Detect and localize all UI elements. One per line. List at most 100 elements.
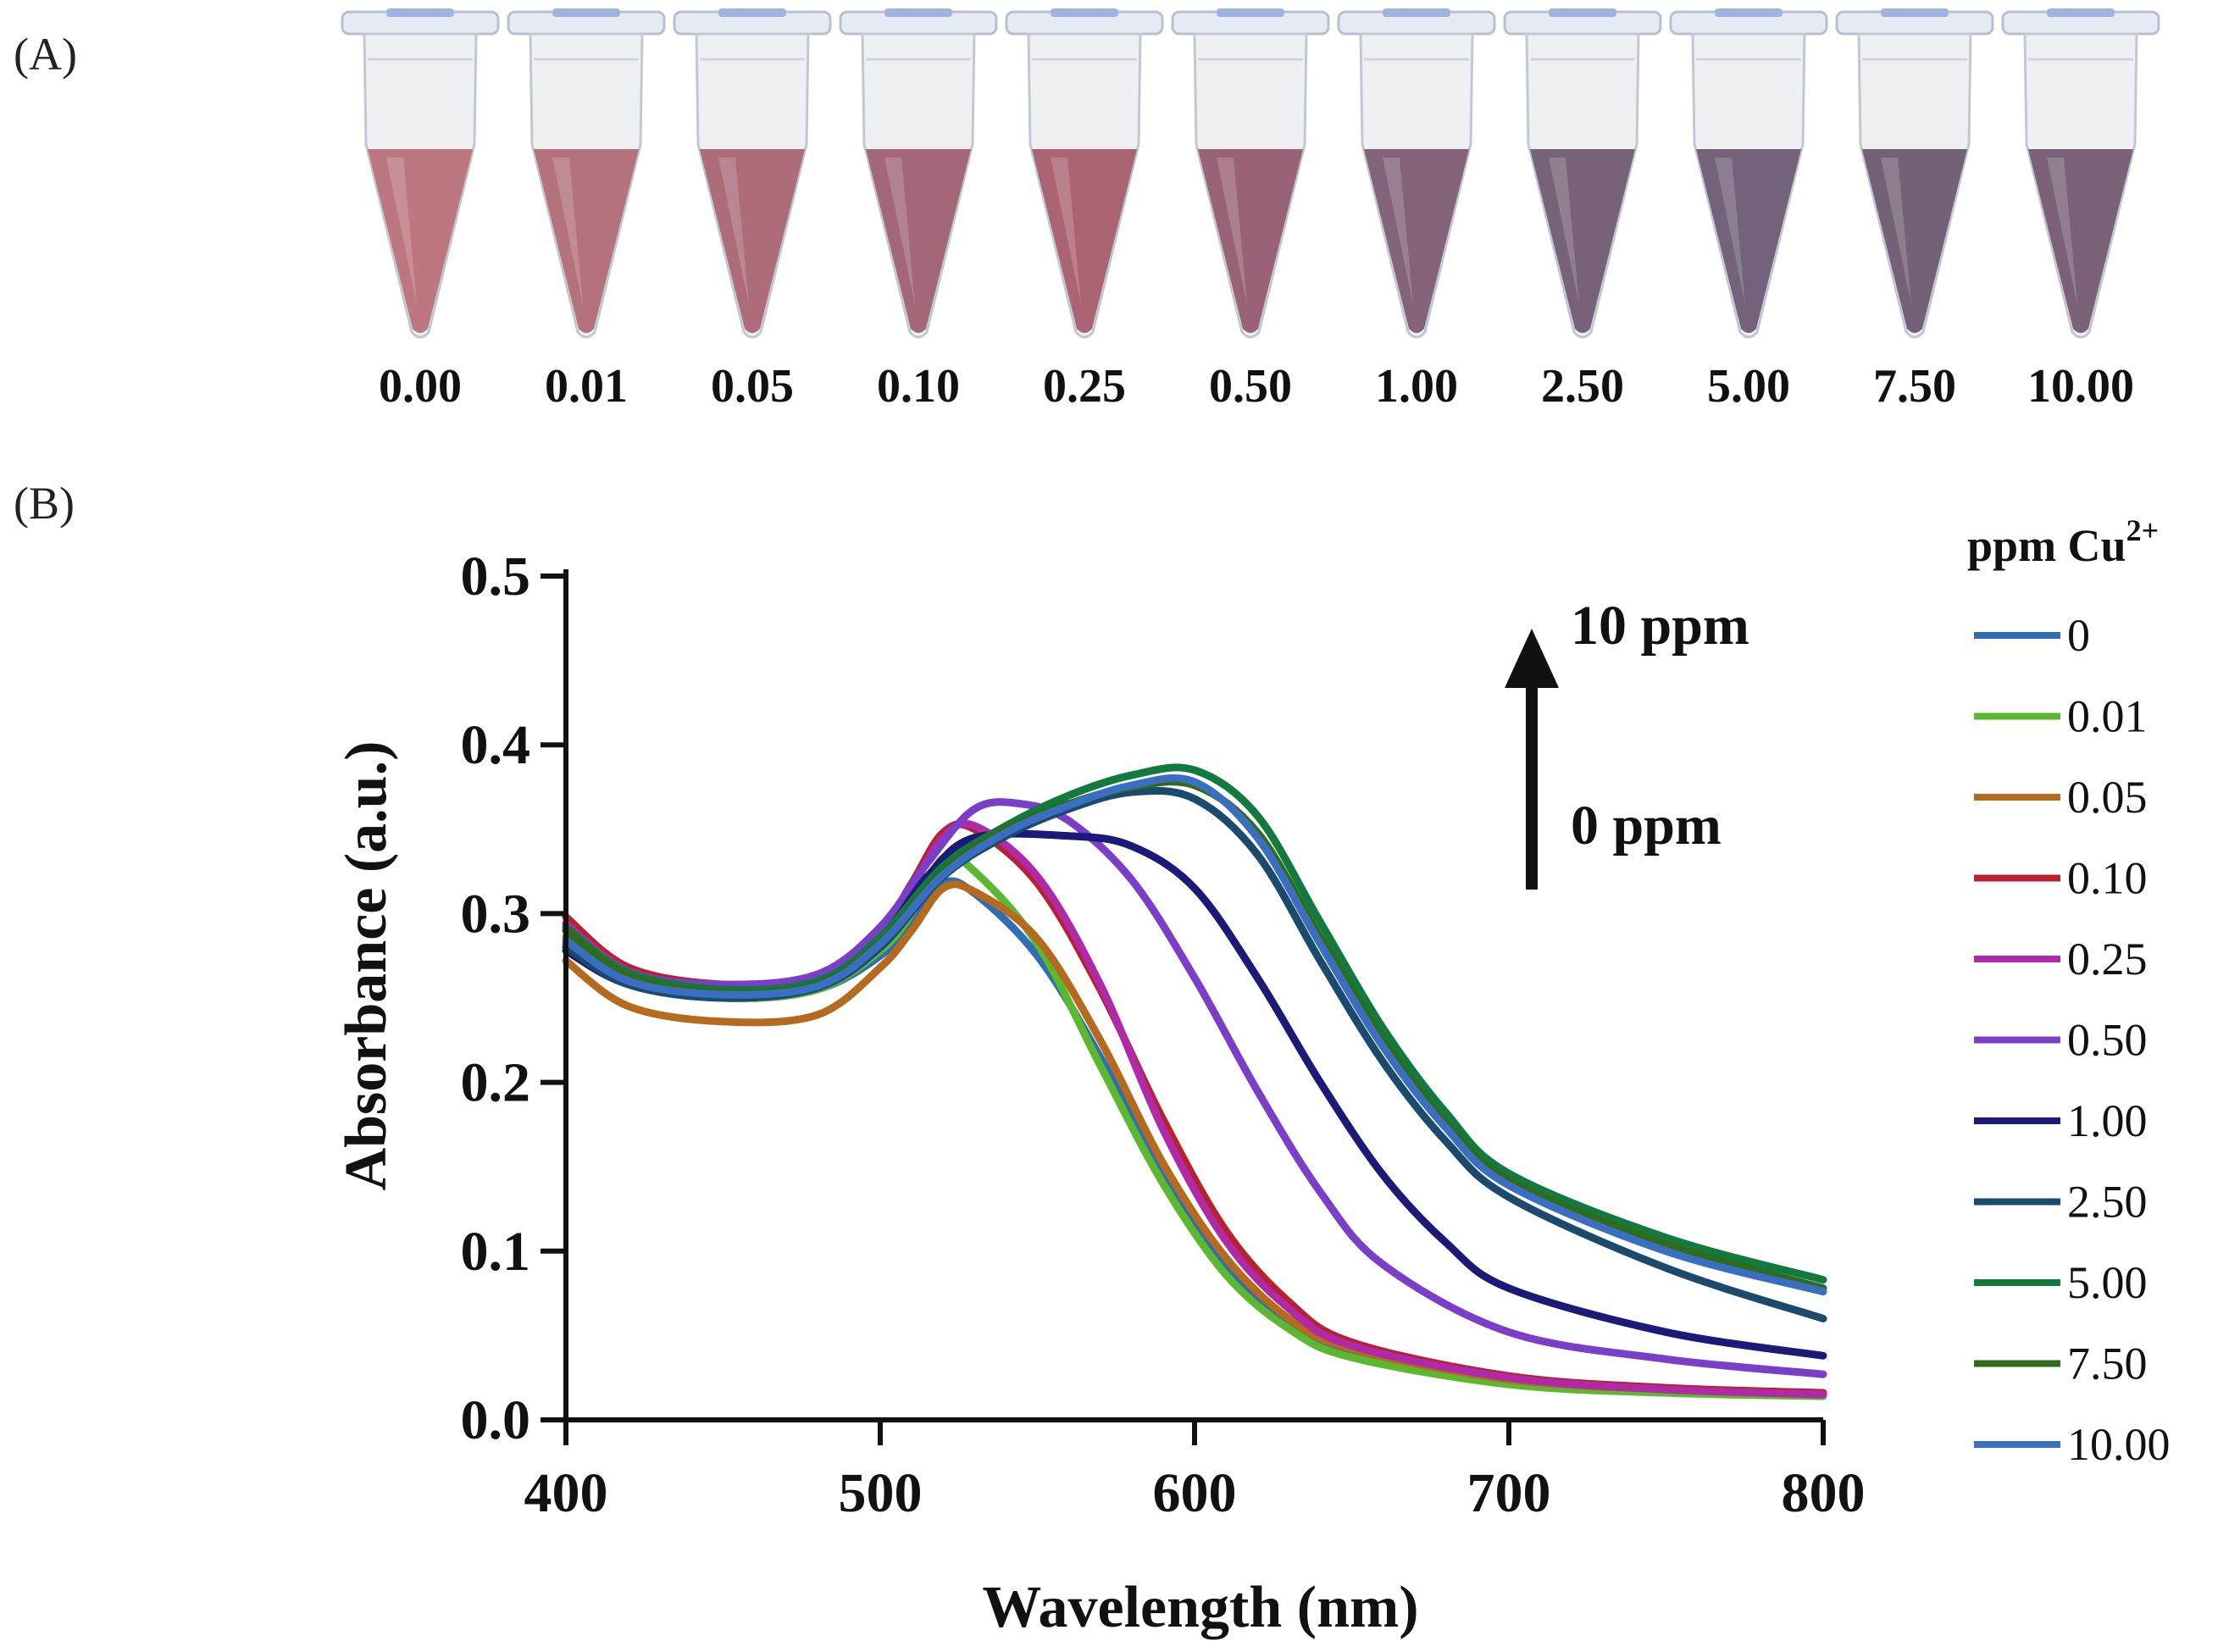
tube-cap-hinge bbox=[386, 8, 454, 17]
y-tick-label: 0.1 bbox=[461, 1221, 531, 1283]
x-axis-title: Wavelength (nm) bbox=[982, 1575, 1418, 1640]
legend-item: 10.00 bbox=[1974, 1419, 2171, 1470]
x-tick-label: 700 bbox=[1467, 1462, 1551, 1524]
legend-label: 1.00 bbox=[2067, 1095, 2148, 1146]
tube-liquid bbox=[866, 149, 971, 333]
tube: 0.10 bbox=[839, 8, 998, 413]
x-tick-label: 800 bbox=[1782, 1462, 1866, 1524]
legend-title-main: ppm Cu bbox=[1967, 520, 2126, 571]
tube-cap-hinge bbox=[1881, 8, 1949, 17]
y-tick-label: 0.0 bbox=[461, 1389, 531, 1451]
series-line bbox=[562, 877, 1827, 1397]
legend-item: 0.05 bbox=[1974, 772, 2148, 823]
tube-photo-row: 0.00 0.01 0.05 0.10 0.25 0.50 1.00 2.50 5.00 7.50… bbox=[341, 8, 2160, 413]
tube: 0.00 bbox=[341, 8, 500, 413]
series-line bbox=[562, 829, 1827, 1360]
legend-label: 0.05 bbox=[2067, 772, 2148, 823]
tube-highlight bbox=[386, 158, 417, 305]
tube-liquid bbox=[1364, 149, 1469, 333]
x-tick-label: 500 bbox=[839, 1462, 923, 1524]
tube-highlight bbox=[1549, 158, 1579, 305]
tube-label: 0.10 bbox=[877, 360, 960, 413]
tube-label: 0.25 bbox=[1043, 360, 1126, 413]
tube-liquid bbox=[700, 149, 805, 333]
legend-item: 2.50 bbox=[1974, 1177, 2148, 1228]
legend-item: 7.50 bbox=[1974, 1339, 2148, 1389]
tube-cap-hinge bbox=[884, 8, 952, 17]
tube: 10.00 bbox=[2001, 8, 2160, 413]
legend-label: 5.00 bbox=[2067, 1257, 2148, 1308]
tube-highlight bbox=[884, 158, 915, 305]
legend-item: 0 bbox=[1974, 610, 2090, 661]
panel-b-label: (B) bbox=[14, 478, 75, 529]
y-tick-label: 0.5 bbox=[461, 546, 531, 607]
series-line bbox=[562, 820, 1827, 1397]
tube-cap-hinge bbox=[1715, 8, 1783, 17]
series-line bbox=[562, 798, 1827, 1378]
tube-cap-hinge bbox=[552, 8, 620, 17]
tube: 0.01 bbox=[507, 8, 666, 413]
x-tick-label: 600 bbox=[1153, 1462, 1237, 1524]
tube-liquid bbox=[368, 149, 473, 333]
tube-label: 0.05 bbox=[711, 360, 794, 413]
tube-highlight bbox=[1881, 158, 1911, 305]
series-line bbox=[562, 819, 1827, 1399]
tube-label: 10.00 bbox=[2027, 360, 2134, 413]
tube-label: 2.50 bbox=[1541, 360, 1624, 413]
legend-title-sup: 2+ bbox=[2126, 513, 2160, 547]
legend-title: ppm Cu2+ bbox=[1967, 513, 2159, 571]
absorbance-chart: 0.0 0.1 0.2 0.3 0.4 0.5 400 500 600 700 800 Wavele… bbox=[334, 513, 2171, 1640]
legend: ppm Cu2+ 0 0.01 0.05 0.10 0.25 0.50 1.00 2.50 5.… bbox=[1967, 513, 2171, 1470]
annotation-bottom: 0 ppm bbox=[1571, 795, 1722, 856]
tube-highlight bbox=[1715, 158, 1745, 305]
tube-label: 1.00 bbox=[1375, 360, 1458, 413]
tube-liquid bbox=[1530, 149, 1635, 333]
tube-label: 0.01 bbox=[545, 360, 628, 413]
tube-highlight bbox=[1217, 158, 1247, 305]
tube-highlight bbox=[1051, 158, 1081, 305]
x-tick-label: 400 bbox=[524, 1462, 608, 1524]
tube-label: 0.50 bbox=[1209, 360, 1292, 413]
y-tick-label: 0.4 bbox=[461, 714, 531, 776]
trend-annotation: 10 ppm 0 ppm bbox=[1505, 595, 1749, 890]
panel-a-label: (A) bbox=[14, 29, 77, 80]
tube-cap-hinge bbox=[718, 8, 786, 17]
tube: 1.00 bbox=[1337, 8, 1496, 413]
trend-arrow-head bbox=[1505, 629, 1559, 688]
y-tick-label: 0.3 bbox=[461, 883, 531, 945]
series-layer bbox=[562, 763, 1827, 1400]
tube: 0.50 bbox=[1171, 8, 1330, 413]
y-tick-label: 0.2 bbox=[461, 1052, 531, 1114]
tube-liquid bbox=[1032, 149, 1137, 333]
legend-label: 0 bbox=[2067, 610, 2090, 661]
legend-label: 10.00 bbox=[2067, 1419, 2171, 1470]
tube-liquid bbox=[1862, 149, 1967, 333]
tube-label: 7.50 bbox=[1873, 360, 1956, 413]
legend-item: 1.00 bbox=[1974, 1095, 2148, 1146]
tube-liquid bbox=[1696, 149, 1801, 333]
legend-label: 0.50 bbox=[2067, 1015, 2148, 1066]
tube-liquid bbox=[2028, 149, 2133, 333]
legend-item: 0.50 bbox=[1974, 1015, 2148, 1066]
legend-label: 0.10 bbox=[2067, 853, 2148, 904]
tube-liquid bbox=[1198, 149, 1303, 333]
tube-highlight bbox=[2047, 158, 2077, 305]
legend-item: 0.01 bbox=[1974, 691, 2148, 742]
tube: 5.00 bbox=[1669, 8, 1828, 413]
y-axis-title: Absorbance (a.u.) bbox=[334, 741, 399, 1191]
tube: 0.05 bbox=[673, 8, 832, 413]
tube-cap-hinge bbox=[1549, 8, 1616, 17]
tube-highlight bbox=[718, 158, 749, 305]
tube-highlight bbox=[552, 158, 583, 305]
tube: 7.50 bbox=[1835, 8, 1994, 413]
legend-label: 0.25 bbox=[2067, 934, 2148, 984]
tube-cap-hinge bbox=[2047, 8, 2115, 17]
tube-cap-hinge bbox=[1383, 8, 1450, 17]
tube: 2.50 bbox=[1503, 8, 1662, 413]
annotation-top: 10 ppm bbox=[1571, 595, 1749, 657]
series-line bbox=[562, 851, 1827, 1400]
tube-label: 5.00 bbox=[1707, 360, 1790, 413]
legend-label: 2.50 bbox=[2067, 1177, 2148, 1228]
tube-cap-hinge bbox=[1217, 8, 1284, 17]
